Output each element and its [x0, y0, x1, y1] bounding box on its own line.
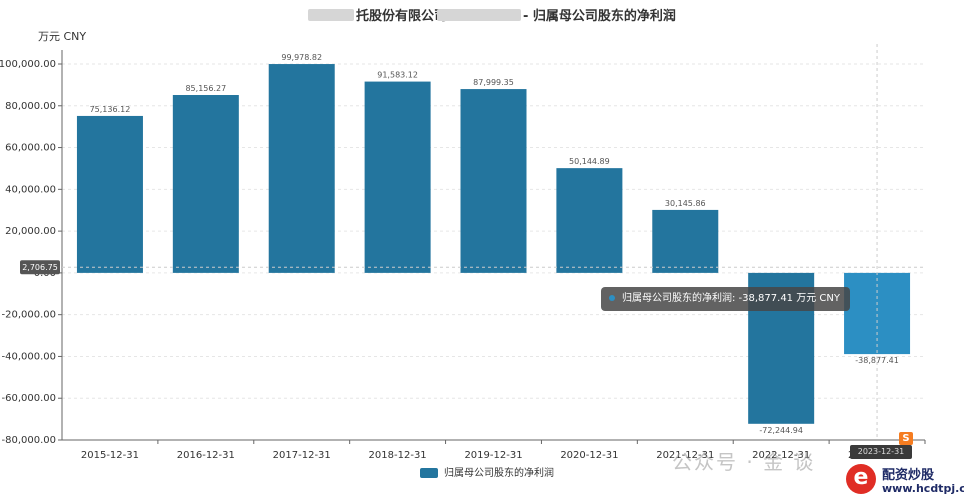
- data-label: 50,144.89: [569, 157, 610, 166]
- data-label: -72,244.94: [759, 426, 803, 435]
- x-tick-label: 2019-12-31: [464, 450, 522, 461]
- data-label: 91,583.12: [377, 71, 418, 80]
- bar: [652, 209, 719, 273]
- chart-title-company: 托股份有限公司: [356, 8, 447, 24]
- y-tick-label: 40,000.00: [5, 184, 56, 195]
- y-tick-label: 80,000.00: [5, 101, 56, 112]
- redacted-title-code: [437, 9, 521, 21]
- y-tick-label: 100,000.00: [0, 59, 56, 70]
- data-label: 87,999.35: [473, 78, 514, 87]
- y-tick-label: -60,000.00: [1, 393, 56, 404]
- data-label: 99,978.82: [281, 53, 322, 62]
- crosshair-value-label: 2,706.75: [22, 263, 58, 272]
- x-tick-label: 2016-12-31: [177, 450, 235, 461]
- y-tick-label: 60,000.00: [5, 143, 56, 154]
- bar: [460, 89, 527, 273]
- bar-tooltip: 归属母公司股东的净利润: -38,877.41 万元 CNY: [601, 287, 850, 311]
- data-label: 30,145.86: [665, 199, 706, 208]
- logo-site-url: www.hcdtpj.com: [882, 482, 964, 495]
- crosshair-category-label: 2023-12-31: [850, 445, 912, 459]
- wechat-watermark: 公众号 · 金 谈: [672, 450, 816, 474]
- data-label: 75,136.12: [90, 105, 131, 114]
- y-tick-label: 20,000.00: [5, 226, 56, 237]
- y-tick-label: -20,000.00: [1, 310, 56, 321]
- data-label: -38,877.41: [855, 356, 899, 365]
- logo-brand-text: 配资炒股: [882, 468, 935, 483]
- tooltip-text: 归属母公司股东的净利润: -38,877.41 万元 CNY: [622, 293, 840, 304]
- crosshair-value-badge: [20, 260, 60, 275]
- bar: [556, 168, 623, 273]
- legend-swatch: [420, 468, 438, 478]
- bar: [172, 95, 239, 273]
- y-tick-label: -40,000.00: [1, 351, 56, 362]
- bar: [76, 115, 143, 273]
- x-tick-label: 2018-12-31: [369, 450, 427, 461]
- s-badge-icon: S: [899, 432, 913, 445]
- redacted-title-prefix: [308, 9, 354, 21]
- x-tick-label: 2022-12-31: [752, 450, 810, 461]
- y-tick-label: -80,000.00: [1, 435, 56, 446]
- chart-title-metric: - 归属母公司股东的净利润: [523, 8, 676, 24]
- logo-badge-icon: e: [846, 464, 876, 494]
- x-tick-label: 2017-12-31: [273, 450, 331, 461]
- chart-legend[interactable]: 归属母公司股东的净利润: [420, 468, 554, 480]
- x-tick-label: 2021-12-31: [656, 450, 714, 461]
- bar: [268, 64, 335, 273]
- x-tick-label: 2020-12-31: [560, 450, 618, 461]
- data-label: 85,156.27: [185, 84, 226, 93]
- legend-label: 归属母公司股东的净利润: [444, 468, 554, 479]
- site-logo: e 配资炒股 www.hcdtpj.com: [846, 462, 964, 500]
- chart-title: 托股份有限公司 - 归属母公司股东的净利润: [308, 8, 676, 24]
- y-axis-unit-label: 万元 CNY: [38, 30, 86, 43]
- tooltip-series-dot: [609, 295, 615, 301]
- bar: [364, 81, 431, 273]
- x-tick-label: 2015-12-31: [81, 450, 139, 461]
